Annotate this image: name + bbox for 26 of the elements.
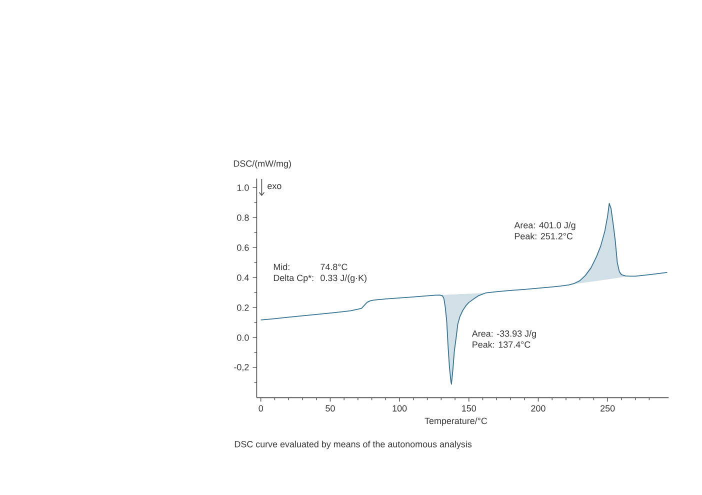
annotation: Mid: (274, 263, 290, 270)
annotation: Peak: 137.4°C (472, 341, 530, 348)
annotation: Peak: 251.2°C (514, 232, 573, 240)
x-axis-title: Temperature/°C (424, 417, 488, 426)
y-tick-label: 0.2 (237, 304, 249, 311)
y-tick-label: 0.0 (237, 334, 249, 341)
x-tick-label: 50 (326, 405, 335, 412)
y-tick-label: -0,2 (234, 364, 249, 372)
text: DSC curve evaluated by means of the autonomous analysis (234, 440, 472, 450)
y-tick-label: 0.6 (237, 244, 249, 251)
y-tick-label: 0.4 (237, 274, 249, 281)
annotation: exo (268, 184, 282, 190)
y-tick-label: 0.8 (237, 214, 249, 221)
annotation: 74.8°C (320, 264, 348, 270)
annotation: 0.33 J/(g·K) (320, 274, 366, 283)
x-tick-label: 100 (392, 405, 407, 412)
y-tick-label: 1.0 (237, 184, 249, 191)
x-tick-label: 200 (531, 405, 546, 412)
annotation: Area: 401.0 J/g (514, 222, 576, 230)
line-series (260, 202, 668, 385)
x-tick-label: 150 (462, 405, 476, 412)
y-axis-title: DSC/(mW/mg) (234, 160, 291, 169)
annotation: Area: -33.93 J/g (472, 330, 536, 339)
annotation: Delta Cp*: (274, 274, 314, 283)
x-tick-label: 0 (258, 405, 264, 412)
x-tick-label: 250 (600, 405, 615, 412)
